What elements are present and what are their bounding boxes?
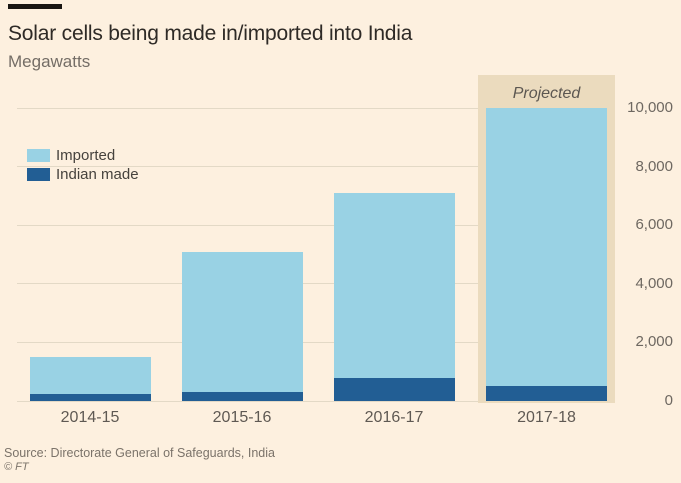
bar-segment-imported xyxy=(333,192,455,378)
y-tick-label: 0 xyxy=(664,392,673,409)
legend-label-indian-made: Indian made xyxy=(56,166,139,183)
legend-item-indian-made: Indian made xyxy=(27,165,139,184)
gridline xyxy=(17,107,610,109)
ft-top-rule xyxy=(8,4,62,9)
legend-label-imported: Imported xyxy=(56,147,116,164)
bar-segment-indian-made xyxy=(181,392,303,401)
gridline xyxy=(17,341,610,343)
bar-segment-imported xyxy=(486,108,607,387)
x-axis-label: 2017-18 xyxy=(517,409,576,426)
chart-title: Solar cells being made in/imported into … xyxy=(8,22,413,45)
legend: Imported Indian made xyxy=(27,146,139,184)
chart-subtitle: Megawatts xyxy=(8,52,91,71)
legend-swatch-indian-made xyxy=(27,168,50,181)
gridline xyxy=(17,400,610,402)
x-axis-label: 2016-17 xyxy=(364,409,424,426)
ft-copyright: © FT xyxy=(4,461,29,473)
gridline xyxy=(17,283,610,285)
bar-segment-indian-made xyxy=(333,377,455,401)
y-tick-label: 2,000 xyxy=(635,333,673,351)
bar-segment-indian-made xyxy=(29,393,151,401)
y-tick-label: 8,000 xyxy=(635,157,673,175)
gridline xyxy=(17,166,610,168)
gridline xyxy=(17,224,610,226)
x-axis-label: 2015-16 xyxy=(212,409,272,426)
legend-item-imported: Imported xyxy=(27,146,139,165)
y-tick-label: 4,000 xyxy=(635,274,673,292)
y-tick-label: 6,000 xyxy=(635,216,673,234)
legend-swatch-imported xyxy=(27,149,50,162)
bar-segment-imported xyxy=(181,251,303,393)
bar-segment-imported xyxy=(29,357,151,394)
x-axis-label: 2014-15 xyxy=(60,409,120,426)
bar-segment-indian-made xyxy=(486,386,607,401)
source-note: Source: Directorate General of Safeguard… xyxy=(4,446,275,460)
projected-annotation: Projected xyxy=(512,85,581,102)
y-tick-label: 10,000 xyxy=(627,99,673,116)
